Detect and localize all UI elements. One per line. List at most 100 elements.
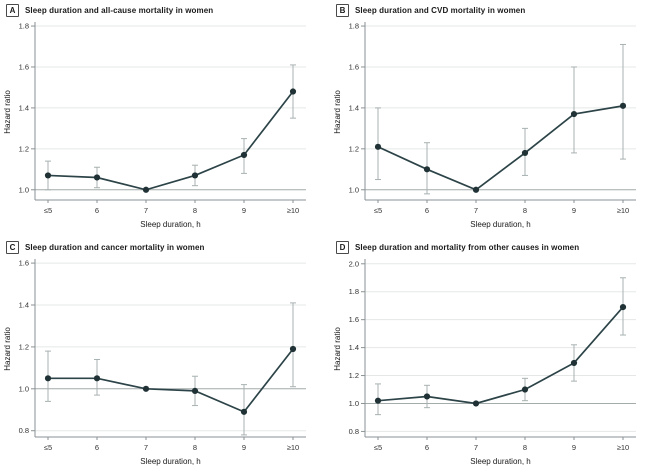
data-point [240, 408, 248, 415]
y-tick-label: 1.6 [19, 62, 29, 71]
x-tick-label: ≤5 [374, 443, 382, 452]
y-axis-title: Hazard ratio [3, 327, 12, 371]
x-tick-label: 9 [572, 206, 576, 215]
panel-c-header: C Sleep duration and cancer mortality in… [6, 241, 205, 254]
panel-b-plot: 1.0 1.2 1.4 1.6 1.8 ≤5 6 7 8 9 ≥10 Hazard ratio Slee… [333, 22, 636, 229]
panel-c-title: Sleep duration and cancer mortality in w… [25, 243, 205, 252]
x-tick-label: ≤5 [44, 206, 52, 215]
y-tick-label: 1.8 [349, 287, 359, 296]
x-tick-label: 8 [523, 443, 527, 452]
x-tick-label: 6 [425, 443, 429, 452]
x-axis-title: Sleep duration, h [470, 457, 531, 466]
data-point [289, 345, 297, 353]
y-tick-label: 1.2 [19, 144, 29, 153]
panel-a: A Sleep duration and all-cause mortality… [0, 0, 330, 237]
data-point [423, 166, 431, 173]
data-point [521, 386, 529, 393]
panel-a-plot: 1.0 1.2 1.4 1.6 1.8 ≤5 6 7 8 9 ≥10 Hazard ratio Slee… [3, 22, 306, 229]
x-tick-label: 6 [425, 206, 429, 215]
x-tick-label: 6 [95, 206, 99, 215]
x-tick-label: 7 [144, 443, 148, 452]
y-axis-title: Hazard ratio [333, 327, 342, 371]
x-tick-label: 7 [474, 206, 478, 215]
y-tick-label: 1.0 [349, 185, 359, 194]
series-line [377, 105, 624, 191]
data-point [374, 143, 382, 150]
x-tick-label: 9 [572, 443, 576, 452]
panel-d: D Sleep duration and mortality from othe… [330, 237, 660, 474]
y-tick-label: 1.0 [19, 185, 29, 194]
x-tick-label: 7 [144, 206, 148, 215]
data-point [472, 400, 480, 407]
data-point [570, 110, 578, 118]
data-point [570, 359, 578, 367]
x-tick-label: 8 [523, 206, 527, 215]
y-axis-title: Hazard ratio [333, 90, 342, 134]
data-point [44, 172, 52, 179]
y-tick-label: 1.8 [19, 22, 29, 31]
x-tick-label: ≥10 [287, 206, 299, 215]
x-tick-label: 9 [242, 443, 246, 452]
panel-b-label: B [336, 4, 349, 17]
x-tick-label: ≥10 [617, 206, 629, 215]
panel-a-header: A Sleep duration and all-cause mortality… [6, 4, 213, 17]
x-axis-title: Sleep duration, h [140, 457, 201, 466]
y-tick-label: 1.6 [349, 315, 359, 324]
y-tick-label: 2.0 [349, 259, 359, 268]
panel-d-header: D Sleep duration and mortality from othe… [336, 241, 579, 254]
y-axis-title: Hazard ratio [3, 90, 12, 134]
y-tick-label: 1.6 [349, 62, 359, 71]
data-point [44, 375, 52, 382]
y-tick-label: 1.0 [19, 384, 29, 393]
x-tick-label: 9 [242, 206, 246, 215]
data-point [142, 186, 150, 193]
y-tick-label: 1.4 [19, 103, 29, 112]
y-tick-label: 1.2 [349, 144, 359, 153]
x-tick-label: 7 [474, 443, 478, 452]
panel-b-title: Sleep duration and CVD mortality in wome… [355, 6, 526, 15]
x-axis-title: Sleep duration, h [470, 220, 531, 229]
data-point [374, 397, 382, 404]
x-tick-label: 6 [95, 443, 99, 452]
y-tick-label: 0.8 [349, 427, 359, 436]
panel-c: C Sleep duration and cancer mortality in… [0, 237, 330, 474]
data-point [240, 151, 248, 159]
series-line [47, 91, 294, 191]
panel-b-header: B Sleep duration and CVD mortality in wo… [336, 4, 525, 17]
panel-c-plot: 0.8 1.0 1.2 1.4 1.6 ≤5 6 7 8 9 ≥10 Hazard ratio Slee… [3, 259, 306, 466]
y-tick-label: 1.0 [349, 399, 359, 408]
y-tick-label: 0.8 [19, 426, 29, 435]
panel-b: B Sleep duration and CVD mortality in wo… [330, 0, 660, 237]
series-line [48, 348, 294, 413]
data-point [472, 186, 480, 193]
x-axis-title: Sleep duration, h [140, 220, 201, 229]
data-point [521, 149, 529, 157]
y-tick-label: 1.8 [349, 22, 359, 31]
y-tick-label: 1.2 [19, 342, 29, 351]
x-tick-label: ≤5 [44, 443, 52, 452]
data-point [423, 393, 431, 400]
y-tick-label: 1.4 [349, 343, 359, 352]
x-tick-label: ≤5 [374, 206, 382, 215]
data-point [142, 385, 150, 392]
x-tick-label: ≥10 [617, 443, 629, 452]
data-point [619, 102, 627, 109]
y-tick-label: 1.2 [349, 371, 359, 380]
data-point [93, 375, 101, 382]
data-point [191, 172, 199, 179]
data-point [289, 88, 297, 95]
panel-d-title: Sleep duration and mortality from other … [355, 243, 580, 252]
panel-a-label: A [6, 4, 19, 17]
x-tick-label: ≥10 [287, 443, 299, 452]
panel-a-title: Sleep duration and all-cause mortality i… [25, 6, 214, 15]
data-point [93, 174, 101, 181]
y-tick-label: 1.4 [19, 301, 29, 310]
panel-d-plot: 0.8 1.0 1.2 1.4 1.6 1.8 2.0 ≤5 6 7 8 9 ≥10 Hazard rat… [333, 259, 636, 466]
panel-c-label: C [6, 241, 19, 254]
data-point [619, 303, 627, 311]
x-tick-label: 8 [193, 206, 197, 215]
panel-d-label: D [336, 241, 349, 254]
x-tick-label: 8 [193, 443, 197, 452]
data-point [191, 387, 199, 395]
